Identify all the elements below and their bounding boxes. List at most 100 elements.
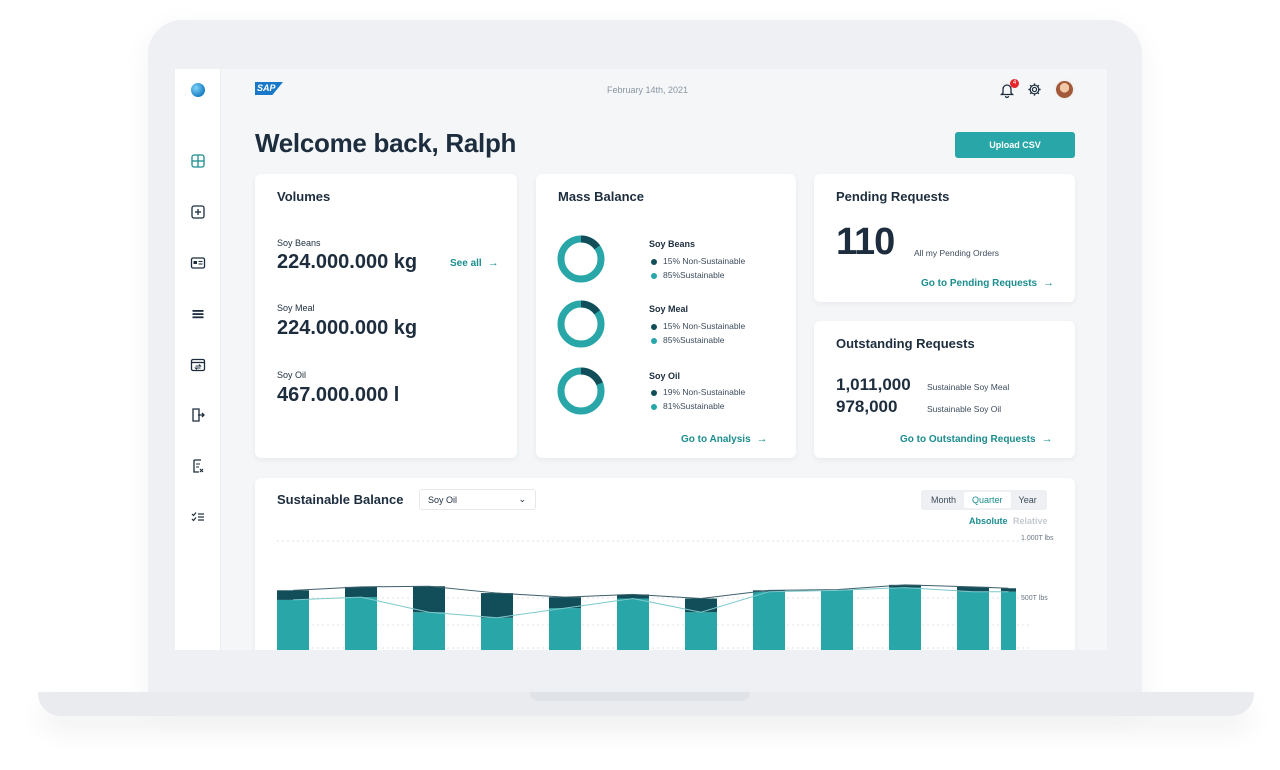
bar-sustainable[interactable] bbox=[821, 590, 853, 650]
bar-sustainable[interactable] bbox=[957, 591, 989, 650]
product-select[interactable]: Soy Oil ⌄ bbox=[419, 489, 536, 510]
pending-title: Pending Requests bbox=[836, 189, 950, 204]
volume-name: Soy Meal bbox=[277, 303, 315, 313]
bar-non-sustainable[interactable] bbox=[413, 586, 445, 613]
id-card-icon[interactable] bbox=[190, 255, 206, 271]
bar-sustainable[interactable] bbox=[413, 612, 445, 650]
outstanding-value: 978,000 bbox=[836, 397, 898, 416]
volume-name: Soy Beans bbox=[277, 238, 321, 248]
app-logo[interactable] bbox=[191, 83, 205, 97]
legend-sustainable: 85%Sustainable bbox=[651, 335, 724, 345]
donut-segment bbox=[557, 367, 605, 415]
product-select-value: Soy Oil bbox=[428, 495, 458, 505]
mass-balance-name: Soy Beans bbox=[649, 239, 696, 249]
report-icon[interactable] bbox=[190, 458, 206, 474]
mass-balance-name: Soy Meal bbox=[649, 304, 689, 314]
bar-non-sustainable[interactable] bbox=[957, 586, 989, 592]
bar-non-sustainable[interactable] bbox=[345, 586, 377, 598]
list-icon[interactable] bbox=[190, 306, 206, 322]
notifications-button[interactable]: 4 bbox=[999, 78, 1019, 98]
bar-non-sustainable[interactable] bbox=[753, 590, 785, 592]
arrow-right-icon: → bbox=[1041, 433, 1053, 445]
bar-sustainable[interactable] bbox=[549, 608, 581, 650]
main-content: SAP February 14th, 2021 4 Welcome back, … bbox=[221, 69, 1107, 650]
bar-non-sustainable[interactable] bbox=[685, 598, 717, 613]
bar-non-sustainable[interactable] bbox=[617, 594, 649, 599]
pending-note: All my Pending Orders bbox=[914, 248, 1000, 258]
period-quarter[interactable]: Quarter bbox=[964, 492, 1011, 508]
volumes-title: Volumes bbox=[277, 189, 331, 204]
mode-relative[interactable]: Relative bbox=[1013, 516, 1048, 526]
balance-title: Sustainable Balance bbox=[277, 492, 404, 507]
bar-non-sustainable[interactable] bbox=[1001, 588, 1016, 592]
go-to-pending-label: Go to Pending Requests bbox=[921, 278, 1038, 289]
mass-balance-title: Mass Balance bbox=[558, 189, 644, 204]
upload-csv-button[interactable]: Upload CSV bbox=[955, 132, 1075, 158]
outstanding-label: Sustainable Soy Oil bbox=[927, 404, 1002, 414]
volume-value: 224.000.000 kg bbox=[277, 251, 418, 273]
volume-value: 467.000.000 l bbox=[277, 384, 400, 406]
header-date: February 14th, 2021 bbox=[607, 85, 689, 95]
gear-icon[interactable] bbox=[1027, 82, 1042, 97]
volume-value: 224.000.000 kg bbox=[277, 317, 418, 339]
pending-count: 110 bbox=[836, 221, 895, 263]
bar-sustainable[interactable] bbox=[617, 598, 649, 650]
legend-non-sustainable: 15% Non-Sustainable bbox=[651, 256, 745, 266]
header-actions: 4 bbox=[999, 78, 1075, 100]
app-screen: SAP February 14th, 2021 4 Welcome back, … bbox=[175, 69, 1107, 650]
legend-sustainable: 85%Sustainable bbox=[651, 270, 724, 280]
sustainable-balance-card: Sustainable Balance Soy Oil ⌄ Month Quart… bbox=[255, 478, 1075, 650]
checklist-icon[interactable] bbox=[190, 509, 206, 525]
legend-sustainable: 81%Sustainable bbox=[651, 401, 724, 411]
mass-balance-card: Mass Balance Soy Beans 15% Non-Sustainab… bbox=[536, 174, 796, 458]
donut-segment bbox=[557, 235, 605, 283]
period-month[interactable]: Month bbox=[931, 495, 957, 505]
bar-sustainable[interactable] bbox=[345, 597, 377, 650]
arrow-right-icon: → bbox=[756, 433, 768, 445]
sidebar bbox=[175, 69, 221, 650]
bar-sustainable[interactable] bbox=[277, 599, 309, 650]
volume-name: Soy Oil bbox=[277, 370, 307, 380]
donut-chart-soy-beans bbox=[557, 235, 605, 283]
bar-non-sustainable[interactable] bbox=[481, 593, 513, 618]
volumes-card: Volumes Soy Beans 224.000.000 kg See all… bbox=[255, 174, 517, 458]
pending-requests-card: Pending Requests 110 All my Pending Orde… bbox=[814, 174, 1075, 302]
bar-sustainable[interactable] bbox=[753, 591, 785, 650]
dashboard-icon[interactable] bbox=[190, 153, 206, 169]
export-icon[interactable] bbox=[190, 407, 206, 423]
notification-badge: 4 bbox=[1010, 78, 1019, 88]
trend-line bbox=[292, 584, 1009, 600]
donut-chart-soy-oil bbox=[557, 367, 605, 415]
bar-non-sustainable[interactable] bbox=[889, 584, 921, 588]
add-icon[interactable] bbox=[190, 204, 206, 220]
bell-icon bbox=[999, 83, 1015, 98]
chevron-down-icon: ⌄ bbox=[518, 494, 526, 504]
calendar-sync-icon[interactable] bbox=[190, 357, 206, 373]
user-avatar[interactable] bbox=[1054, 79, 1075, 100]
bar-sustainable[interactable] bbox=[685, 612, 717, 650]
legend-non-sustainable: 19% Non-Sustainable bbox=[651, 387, 745, 397]
bar-sustainable[interactable] bbox=[1001, 591, 1016, 650]
laptop-base-notch bbox=[530, 692, 750, 701]
go-to-outstanding-label: Go to Outstanding Requests bbox=[900, 434, 1036, 445]
donut-chart-soy-meal bbox=[557, 300, 605, 348]
bar-non-sustainable[interactable] bbox=[549, 597, 581, 609]
arrow-right-icon: → bbox=[1043, 277, 1055, 289]
bar-sustainable[interactable] bbox=[889, 587, 921, 650]
go-to-analysis-label: Go to Analysis bbox=[681, 434, 751, 445]
mode-absolute[interactable]: Absolute bbox=[969, 516, 1008, 526]
bar-sustainable[interactable] bbox=[481, 617, 513, 650]
see-all-label: See all bbox=[450, 258, 482, 269]
go-to-outstanding-link[interactable]: Go to Outstanding Requests → bbox=[900, 433, 1053, 445]
go-to-pending-link[interactable]: Go to Pending Requests → bbox=[921, 277, 1054, 289]
see-all-link[interactable]: See all → bbox=[450, 257, 499, 269]
period-year[interactable]: Year bbox=[1018, 495, 1037, 505]
go-to-analysis-link[interactable]: Go to Analysis → bbox=[681, 433, 768, 445]
bar-non-sustainable[interactable] bbox=[277, 590, 309, 600]
outstanding-value: 1,011,000 bbox=[836, 375, 911, 394]
donut-segment bbox=[557, 300, 605, 348]
outstanding-title: Outstanding Requests bbox=[836, 336, 975, 351]
outstanding-requests-card: Outstanding Requests 1,011,000 Sustainab… bbox=[814, 321, 1075, 458]
balance-bar-chart bbox=[277, 540, 1030, 650]
sap-logo: SAP bbox=[255, 82, 283, 95]
